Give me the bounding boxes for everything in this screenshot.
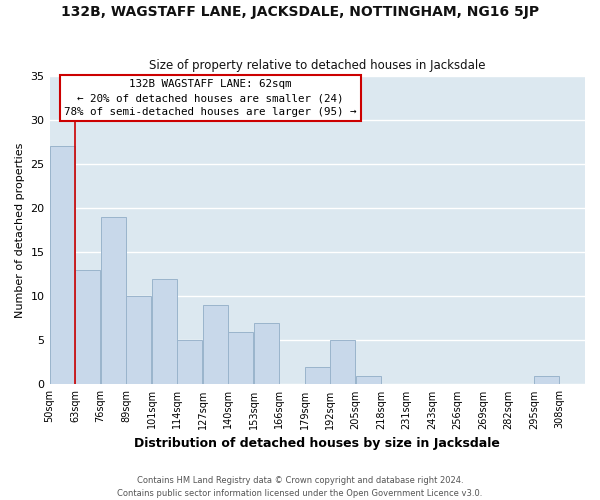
Bar (229, 332, 253, 384)
Bar (50, 146, 75, 384)
X-axis label: Distribution of detached houses by size in Jacksdale: Distribution of detached houses by size … (134, 437, 500, 450)
Title: Size of property relative to detached houses in Jacksdale: Size of property relative to detached ho… (149, 59, 485, 72)
Bar (356, 376, 381, 384)
Bar (305, 367, 330, 384)
Y-axis label: Number of detached properties: Number of detached properties (15, 142, 25, 318)
Text: Contains HM Land Registry data © Crown copyright and database right 2024.
Contai: Contains HM Land Registry data © Crown c… (118, 476, 482, 498)
Bar (127, 296, 151, 384)
Bar (152, 278, 177, 384)
Bar (534, 376, 559, 384)
Bar (178, 340, 202, 384)
Bar (76, 270, 100, 384)
Text: 132B, WAGSTAFF LANE, JACKSDALE, NOTTINGHAM, NG16 5JP: 132B, WAGSTAFF LANE, JACKSDALE, NOTTINGH… (61, 5, 539, 19)
Bar (331, 340, 355, 384)
Bar (101, 217, 126, 384)
Bar (254, 322, 279, 384)
Text: 132B WAGSTAFF LANE: 62sqm
← 20% of detached houses are smaller (24)
78% of semi-: 132B WAGSTAFF LANE: 62sqm ← 20% of detac… (64, 79, 356, 117)
Bar (203, 305, 228, 384)
